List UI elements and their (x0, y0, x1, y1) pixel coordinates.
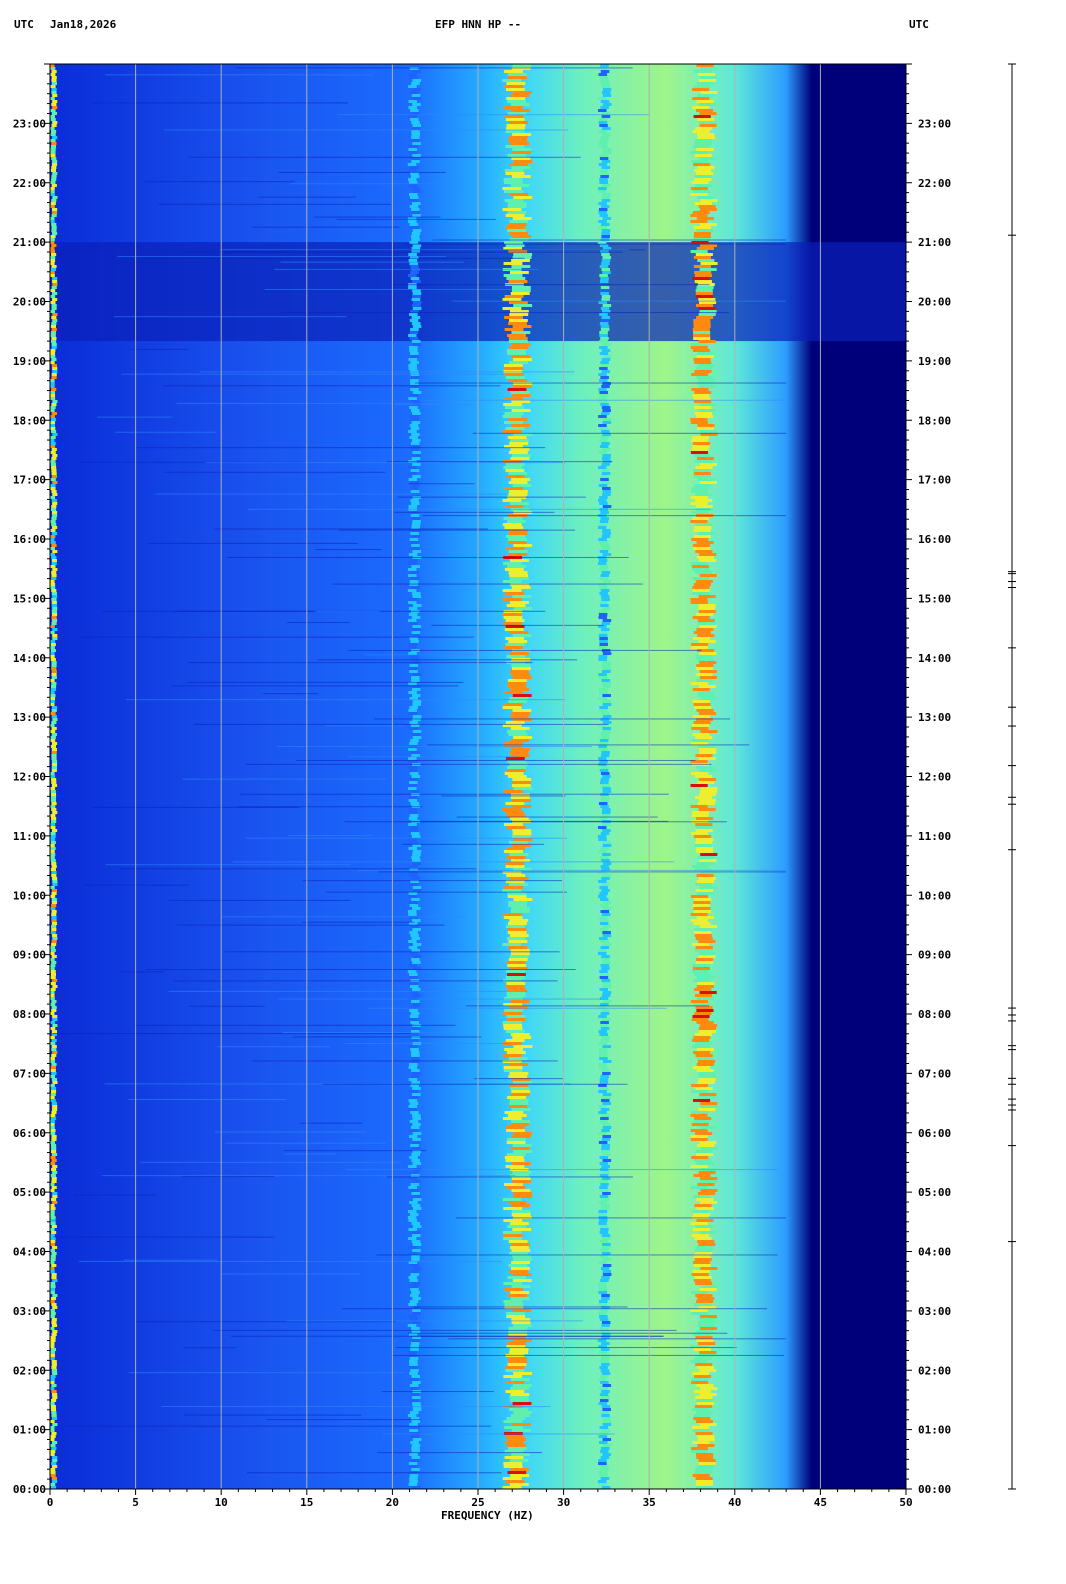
x-tick-label: 5 (132, 1496, 139, 1509)
y-tick-label-left: 07:00 (13, 1067, 46, 1080)
x-tick-label: 25 (471, 1496, 484, 1509)
y-tick-label-right: 13:00 (918, 711, 951, 724)
y-tick-label-right: 14:00 (918, 652, 951, 665)
x-tick-label: 35 (643, 1496, 656, 1509)
y-tick-label-left: 12:00 (13, 771, 46, 784)
y-tick-label-left: 05:00 (13, 1186, 46, 1199)
y-tick-label-left: 17:00 (13, 474, 46, 487)
y-tick-label-right: 05:00 (918, 1186, 951, 1199)
y-tick-label-left: 19:00 (13, 355, 46, 368)
y-tick-label-right: 03:00 (918, 1305, 951, 1318)
y-tick-label-left: 08:00 (13, 1008, 46, 1021)
y-tick-label-right: 01:00 (918, 1424, 951, 1437)
y-tick-label-right: 02:00 (918, 1364, 951, 1377)
y-tick-label-right: 20:00 (918, 296, 951, 309)
y-tick-label-left: 13:00 (13, 711, 46, 724)
y-tick-label-left: 00:00 (13, 1483, 46, 1496)
x-tick-label: 45 (814, 1496, 827, 1509)
x-tick-label: 10 (215, 1496, 228, 1509)
y-tick-label-right: 19:00 (918, 355, 951, 368)
y-tick-label-left: 18:00 (13, 414, 46, 427)
x-tick-label: 20 (386, 1496, 399, 1509)
chart-title: EFP HNN HP -- (435, 18, 522, 31)
y-tick-label-right: 06:00 (918, 1127, 951, 1140)
header-date: Jan18,2026 (50, 18, 117, 31)
y-tick-label-right: 09:00 (918, 949, 951, 962)
y-tick-label-right: 21:00 (918, 236, 951, 249)
y-tick-label-left: 16:00 (13, 533, 46, 546)
x-tick-label: 0 (47, 1496, 54, 1509)
frequency-band (690, 64, 718, 1489)
y-tick-label-right: 07:00 (918, 1067, 951, 1080)
y-tick-label-left: 21:00 (13, 236, 46, 249)
header-utc-right: UTC (909, 18, 929, 31)
y-tick-label-right: 17:00 (918, 474, 951, 487)
y-tick-label-right: 16:00 (918, 533, 951, 546)
frequency-band (49, 64, 58, 1489)
y-tick-label-right: 23:00 (918, 117, 951, 130)
y-tick-label-right: 04:00 (918, 1246, 951, 1259)
y-tick-label-left: 04:00 (13, 1246, 46, 1259)
y-tick-label-left: 23:00 (13, 117, 46, 130)
x-tick-label: 50 (899, 1496, 912, 1509)
y-tick-label-left: 06:00 (13, 1127, 46, 1140)
y-tick-label-left: 20:00 (13, 296, 46, 309)
frequency-band (502, 64, 533, 1489)
y-tick-label-left: 09:00 (13, 949, 46, 962)
y-tick-label-right: 11:00 (918, 830, 951, 843)
y-tick-label-right: 12:00 (918, 771, 951, 784)
x-tick-label: 30 (557, 1496, 570, 1509)
x-tick-label: 40 (728, 1496, 741, 1509)
y-tick-label-left: 11:00 (13, 830, 46, 843)
y-tick-label-right: 18:00 (918, 414, 951, 427)
y-tick-label-right: 10:00 (918, 889, 951, 902)
y-tick-label-right: 15:00 (918, 592, 951, 605)
y-tick-label-right: 08:00 (918, 1008, 951, 1021)
x-axis-label: FREQUENCY (HZ) (441, 1509, 534, 1522)
header-utc-left: UTC (14, 18, 34, 31)
y-tick-label-left: 22:00 (13, 177, 46, 190)
y-tick-label-left: 14:00 (13, 652, 46, 665)
y-tick-label-left: 01:00 (13, 1424, 46, 1437)
y-tick-label-right: 00:00 (918, 1483, 951, 1496)
x-tick-label: 15 (300, 1496, 313, 1509)
y-tick-label-left: 10:00 (13, 889, 46, 902)
y-tick-label-left: 02:00 (13, 1364, 46, 1377)
y-tick-label-left: 15:00 (13, 592, 46, 605)
y-tick-label-right: 22:00 (918, 177, 951, 190)
y-tick-label-left: 03:00 (13, 1305, 46, 1318)
